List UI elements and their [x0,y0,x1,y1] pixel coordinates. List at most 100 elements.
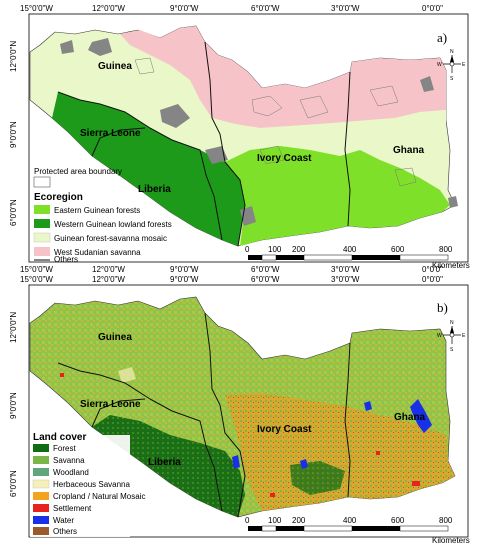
legend-item-label: Guinean forest-savanna mosaic [54,234,167,243]
svg-text:200: 200 [292,245,306,254]
legend-landcover: Land cover Forest Savanna Woodland Herba… [30,432,145,537]
country-label-liberia: Liberia [148,457,181,468]
svg-text:600: 600 [391,245,405,254]
lon-tick-label: 9°0'0"W [170,275,199,284]
svg-text:100: 100 [268,245,282,254]
legend-item-label: Cropland / Natural Mosaic [53,492,145,501]
forest-area [92,415,245,517]
svg-text:800: 800 [439,245,453,254]
lat-tick-label: 12°0'0"N [9,312,18,343]
lon-tick-label: 3°0'0"W [331,275,360,284]
legend-item-label: Western Guinean lowland forests [54,220,172,229]
legend-swatch [33,516,49,524]
legend-swatch [33,504,49,512]
others-patch [420,76,434,92]
country-label-sierra-leone: Sierra Leone [80,128,141,139]
legend-swatch [34,219,50,228]
longitude-ticks-top: 15°0'0"W 12°0'0"W 9°0'0"W 6°0'0"W 3°0'0"… [20,275,443,284]
settlement [60,373,64,377]
legend-item-label: Woodland [53,468,89,477]
svg-text:S: S [450,76,454,82]
lon-tick-label: 3°0'0"W [331,265,360,274]
country-label-liberia: Liberia [138,184,171,195]
lon-tick-label: 12°0'0"W [92,265,125,274]
longitude-ticks-top: 15°0'0"W 12°0'0"W 9°0'0"W 6°0'0"W 3°0'0"… [20,4,443,13]
lon-tick-label: 3°0'0"W [331,4,360,13]
settlement [412,481,420,486]
svg-text:400: 400 [343,245,357,254]
svg-text:200: 200 [292,516,306,525]
lon-tick-label: 0°0'0" [422,275,443,284]
country-borders [57,41,351,247]
lat-tick-label: 9°0'0"N [9,121,18,148]
svg-text:N: N [450,49,454,55]
longitude-ticks-bottom: 15°0'0"W 12°0'0"W 9°0'0"W 6°0'0"W 3°0'0"… [20,265,443,274]
country-label-ghana: Ghana [394,412,426,423]
panel-letter: b) [437,300,448,315]
svg-text:100: 100 [268,516,282,525]
lat-tick-label: 6°0'0"N [9,470,18,497]
legend-title: Land cover [33,432,86,443]
scale-unit: Kilometers [432,536,470,545]
svg-text:400: 400 [343,516,357,525]
lon-tick-label: 15°0'0"W [20,265,53,274]
legend-swatch [34,205,50,214]
legend-item-label: Eastern Guinean forests [54,206,140,215]
panel-a-ecoregion-map: 15°0'0"W 12°0'0"W 9°0'0"W 6°0'0"W 3°0'0"… [9,4,469,274]
lat-tick-label: 12°0'0"N [9,41,18,72]
panel-b-landcover-map: 15°0'0"W 12°0'0"W 9°0'0"W 6°0'0"W 3°0'0"… [0,275,480,550]
north-arrow-icon: N S E W [437,49,466,82]
country-label-guinea: Guinea [98,332,132,343]
water-body [232,455,240,469]
svg-text:800: 800 [439,516,453,525]
legend-item-label: Herbaceous Savanna [53,480,130,489]
svg-text:N: N [450,320,454,326]
legend-item-label: Savanna [53,456,85,465]
svg-text:600: 600 [391,516,405,525]
country-label-ivory-coast: Ivory Coast [257,153,312,164]
lon-tick-label: 9°0'0"W [170,4,199,13]
mosaic-band [212,110,446,152]
country-label-sierra-leone: Sierra Leone [80,399,141,410]
legend-item-label: West Sudanian savanna [54,248,141,257]
country-borders [57,312,351,518]
legend-swatch [33,492,49,500]
others-patch [448,196,458,208]
legend-title: Ecoregion [34,192,83,203]
legend-swatch [33,527,49,535]
water-body [300,459,308,469]
north-arrow-icon: N S E W [437,320,466,353]
country-labels: Guinea Sierra Leone Liberia Ivory Coast … [80,61,425,195]
water-body [364,401,372,411]
western-guinean-forest-area [52,92,245,246]
legend-ecoregion: Protected area boundary Ecoregion Easter… [33,167,172,261]
svg-text:0: 0 [245,245,250,254]
lon-tick-label: 15°0'0"W [20,4,53,13]
lon-tick-label: 15°0'0"W [20,275,53,284]
lon-tick-label: 12°0'0"W [92,4,125,13]
lon-tick-label: 6°0'0"W [251,4,280,13]
forest-area [290,461,345,495]
legend-swatch [34,259,50,261]
legend-swatch [33,444,49,452]
country-labels: Guinea Sierra Leone Liberia Ivory Coast … [80,332,426,468]
country-label-guinea: Guinea [98,61,132,72]
legend-swatch [32,479,50,489]
legend-swatch [33,232,51,243]
legend-boundary-swatch [33,176,51,188]
legend-swatch [34,247,50,256]
legend-item-label: Others [53,527,77,536]
svg-text:W: W [437,333,442,339]
legend-swatch [33,456,49,464]
lon-tick-label: 6°0'0"W [251,275,280,284]
water-body [410,399,432,433]
settlement [270,493,275,497]
others-patch [88,38,112,56]
legend-swatch [33,468,49,476]
svg-text:W: W [437,62,442,68]
protected-area-boundaries [134,57,417,187]
scale-bar: 0 100 200 400 600 800 Kilometers [245,516,470,545]
legend-boundary-label: Protected area boundary [34,167,122,176]
svg-text:S: S [450,347,454,353]
lon-tick-label: 6°0'0"W [251,265,280,274]
